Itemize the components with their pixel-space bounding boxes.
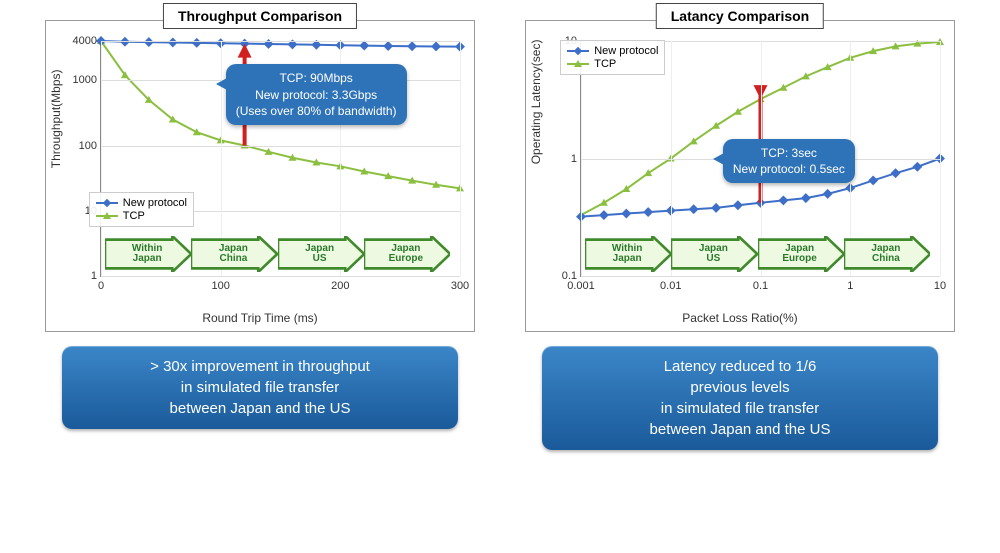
region-arrow: JapanEurope xyxy=(758,236,844,272)
comparison-container: Throughput Comparison Throughput(Mbps) R… xyxy=(30,20,970,450)
latency-callout: TCP: 3secNew protocol: 0.5sec xyxy=(723,139,855,183)
latency-xlabel: Packet Loss Ratio(%) xyxy=(682,311,797,325)
latency-ylabel: Operating Latency(sec) xyxy=(529,40,543,165)
throughput-chart: Throughput Comparison Throughput(Mbps) R… xyxy=(45,20,475,332)
region-arrow: JapanUS xyxy=(278,236,364,272)
throughput-xlabel: Round Trip Time (ms) xyxy=(202,311,317,325)
throughput-summary: > 30x improvement in throughputin simula… xyxy=(62,346,458,429)
latency-legend: New protocol TCP xyxy=(560,40,665,75)
throughput-callout: TCP: 90MbpsNew protocol: 3.3Gbps(Uses ov… xyxy=(226,64,407,125)
region-arrow: JapanChina xyxy=(844,236,930,272)
throughput-panel: Throughput Comparison Throughput(Mbps) R… xyxy=(45,20,475,450)
region-arrow: JapanEurope xyxy=(364,236,450,272)
region-arrow: JapanChina xyxy=(191,236,277,272)
latency-chart: Latancy Comparison Operating Latency(sec… xyxy=(525,20,955,332)
region-arrow: JapanUS xyxy=(671,236,757,272)
throughput-legend: New protocol TCP xyxy=(89,192,194,227)
region-arrow: WithinJapan xyxy=(105,236,191,272)
latency-summary: Latency reduced to 1/6previous levelsin … xyxy=(542,346,938,450)
latency-panel: Latancy Comparison Operating Latency(sec… xyxy=(525,20,955,450)
region-arrow: WithinJapan xyxy=(585,236,671,272)
